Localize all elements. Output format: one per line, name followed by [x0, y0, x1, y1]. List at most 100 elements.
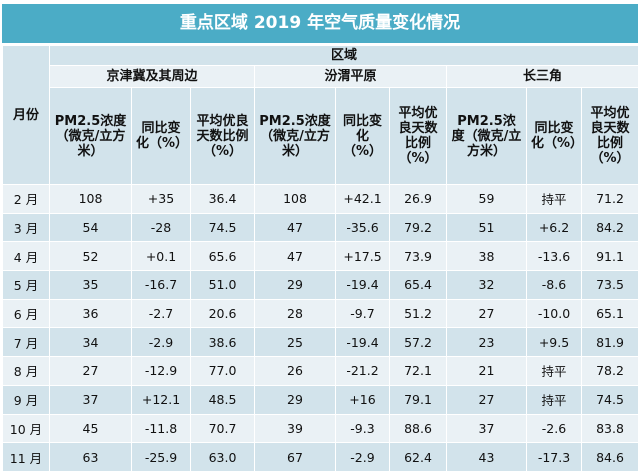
month-cell: 5 月 — [2, 270, 50, 300]
value-cell: 108 — [254, 184, 336, 214]
value-cell: 52 — [49, 241, 132, 272]
value-cell: 74.5 — [190, 212, 255, 243]
value-cell: -9.7 — [335, 298, 390, 329]
value-cell: 63 — [49, 442, 132, 472]
header-metric-good-days-ratio: 平均优良天数比例（%） — [580, 87, 640, 185]
value-cell: 47 — [254, 212, 336, 243]
value-cell: 71.2 — [580, 184, 640, 214]
value-cell: 23 — [446, 327, 527, 358]
value-cell: +12.1 — [131, 384, 191, 415]
table-row: 5 月 35 -16.7 51.0 29 -19.4 65.4 32 -8.6 73.5 — [2, 270, 640, 300]
table-row: 9 月 37 +12.1 48.5 29 +16 79.1 27 持平 74.5 — [2, 384, 640, 415]
value-cell: 持平 — [526, 384, 582, 415]
value-cell: 67 — [254, 442, 336, 472]
value-cell: 81.9 — [580, 327, 640, 358]
value-cell: 36 — [49, 298, 132, 329]
value-cell: 83.8 — [580, 413, 640, 444]
month-cell: 10 月 — [2, 413, 50, 444]
value-cell: 88.6 — [389, 413, 447, 444]
value-cell: -12.9 — [131, 356, 191, 386]
value-cell: -2.6 — [526, 413, 582, 444]
table-row: 7 月 34 -2.9 38.6 25 -19.4 57.2 23 +9.5 81.9 — [2, 327, 640, 358]
value-cell: 36.4 — [190, 184, 255, 214]
value-cell: 34 — [49, 327, 132, 358]
value-cell: 45 — [49, 413, 132, 444]
value-cell: 74.5 — [580, 384, 640, 415]
value-cell: 26.9 — [389, 184, 447, 214]
header-region-yangtze: 长三角 — [445, 65, 640, 88]
month-cell: 3 月 — [2, 212, 50, 243]
value-cell: 73.9 — [389, 241, 447, 272]
header-metric-pm25: PM2.5浓度（微克/立方米） — [49, 87, 132, 185]
value-cell: -11.8 — [131, 413, 191, 444]
header-region-fenwei: 汾渭平原 — [254, 65, 447, 88]
month-cell: 8 月 — [2, 356, 50, 386]
value-cell: 65.6 — [190, 241, 255, 272]
air-quality-table-container: 重点区域 2019 年空气质量变化情况 月份 区域 京津冀及其周边 汾渭平原 长… — [2, 4, 640, 472]
value-cell: 62.4 — [389, 442, 447, 472]
value-cell: 37 — [446, 413, 527, 444]
value-cell: -28 — [131, 212, 191, 243]
value-cell: 73.5 — [580, 270, 640, 300]
value-cell: 29 — [254, 384, 336, 415]
value-cell: 32 — [446, 270, 527, 300]
table-row: 11 月 63 -25.9 63.0 67 -2.9 62.4 43 -17.3 84.6 — [2, 442, 640, 472]
value-cell: 27 — [446, 298, 527, 329]
value-cell: 54 — [49, 212, 132, 243]
value-cell: 38.6 — [190, 327, 255, 358]
month-cell: 2 月 — [2, 184, 50, 214]
value-cell: 29 — [254, 270, 336, 300]
month-cell: 7 月 — [2, 327, 50, 358]
value-cell: +6.2 — [526, 212, 582, 243]
value-cell: -19.4 — [335, 270, 390, 300]
table-row: 10 月 45 -11.8 70.7 39 -9.3 88.6 37 -2.6 83.8 — [2, 413, 640, 444]
table-row: 4 月 52 +0.1 65.6 47 +17.5 73.9 38 -13.6 91.1 — [2, 241, 640, 272]
value-cell: -2.9 — [335, 442, 390, 472]
month-cell: 6 月 — [2, 298, 50, 329]
header-region-group: 区域 — [48, 45, 640, 66]
value-cell: 63.0 — [190, 442, 255, 472]
value-cell: -35.6 — [335, 212, 390, 243]
value-cell: 持平 — [526, 356, 582, 386]
month-cell: 11 月 — [2, 442, 50, 472]
value-cell: -2.9 — [131, 327, 191, 358]
value-cell: 35 — [49, 270, 132, 300]
value-cell: -8.6 — [526, 270, 582, 300]
value-cell: 28 — [254, 298, 336, 329]
value-cell: -21.2 — [335, 356, 390, 386]
table-row: 2 月 108 +35 36.4 108 +42.1 26.9 59 持平 71.2 — [2, 184, 640, 214]
value-cell: 51.2 — [389, 298, 447, 329]
value-cell: 20.6 — [190, 298, 255, 329]
value-cell: 43 — [446, 442, 527, 472]
value-cell: +16 — [335, 384, 390, 415]
value-cell: 57.2 — [389, 327, 447, 358]
value-cell: -16.7 — [131, 270, 191, 300]
value-cell: 59 — [446, 184, 527, 214]
header-metric-yoy-change: 同比变化（%） — [335, 87, 390, 185]
value-cell: +42.1 — [335, 184, 390, 214]
value-cell: 91.1 — [580, 241, 640, 272]
value-cell: -2.7 — [131, 298, 191, 329]
header-metric-good-days-ratio: 平均优良天数比例（%） — [389, 87, 447, 185]
value-cell: 108 — [49, 184, 132, 214]
value-cell: 78.2 — [580, 356, 640, 386]
value-cell: +9.5 — [526, 327, 582, 358]
value-cell: 持平 — [526, 184, 582, 214]
value-cell: 72.1 — [389, 356, 447, 386]
value-cell: 21 — [446, 356, 527, 386]
value-cell: 26 — [254, 356, 336, 386]
table-title: 重点区域 2019 年空气质量变化情况 — [2, 4, 638, 45]
value-cell: -19.4 — [335, 327, 390, 358]
value-cell: +35 — [131, 184, 191, 214]
month-cell: 4 月 — [2, 241, 50, 272]
value-cell: 48.5 — [190, 384, 255, 415]
value-cell: -13.6 — [526, 241, 582, 272]
month-cell: 9 月 — [2, 384, 50, 415]
header-metric-yoy-change: 同比变化（%） — [131, 87, 191, 185]
table-row: 3 月 54 -28 74.5 47 -35.6 79.2 51 +6.2 84.2 — [2, 212, 640, 243]
value-cell: 79.2 — [389, 212, 447, 243]
value-cell: 47 — [254, 241, 336, 272]
value-cell: -9.3 — [335, 413, 390, 444]
value-cell: 37 — [49, 384, 132, 415]
header-month: 月份 — [2, 45, 50, 185]
